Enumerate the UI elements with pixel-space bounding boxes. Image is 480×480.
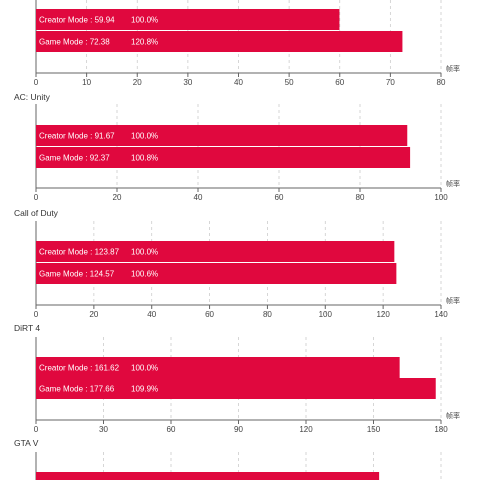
bar-percent: 109.9% bbox=[131, 385, 158, 394]
tick-label: 120 bbox=[299, 425, 313, 434]
chart-title: DiRT 4 bbox=[14, 323, 40, 333]
tick-label: 0 bbox=[34, 193, 39, 202]
tick-label: 0 bbox=[34, 425, 39, 434]
tick-label: 30 bbox=[183, 78, 192, 87]
bar-label: Creator Mode : 161.62 bbox=[39, 364, 120, 373]
tick-label: 60 bbox=[167, 425, 176, 434]
bar-label: Creator Mode : 59.94 bbox=[39, 16, 115, 25]
bar bbox=[36, 357, 400, 378]
tick-label: 0 bbox=[34, 310, 39, 319]
tick-label: 20 bbox=[89, 310, 98, 319]
bar-percent: 100.6% bbox=[131, 270, 158, 279]
bar-label: Game Mode : 177.66 bbox=[39, 385, 115, 394]
bar bbox=[36, 147, 411, 168]
tick-label: 60 bbox=[275, 193, 284, 202]
x-unit-label: 帧率 bbox=[446, 179, 460, 188]
tick-label: 70 bbox=[386, 78, 395, 87]
chart-title: Call of Duty bbox=[14, 208, 59, 218]
bar bbox=[36, 31, 403, 52]
tick-label: 40 bbox=[194, 193, 203, 202]
tick-label: 20 bbox=[133, 78, 142, 87]
tick-label: 20 bbox=[113, 193, 122, 202]
bar bbox=[36, 125, 408, 146]
x-unit-label: 帧率 bbox=[446, 64, 460, 73]
bar-label: Game Mode : 124.57 bbox=[39, 270, 115, 279]
bar-percent: 100.0% bbox=[131, 16, 158, 25]
tick-label: 30 bbox=[99, 425, 108, 434]
bar bbox=[36, 378, 436, 399]
tick-label: 0 bbox=[34, 78, 39, 87]
chart-title: AC: Unity bbox=[14, 92, 51, 102]
bar bbox=[36, 263, 397, 284]
tick-label: 80 bbox=[437, 78, 446, 87]
tick-label: 120 bbox=[376, 310, 390, 319]
bar bbox=[36, 472, 380, 480]
bar-label: Game Mode : 72.38 bbox=[39, 38, 110, 47]
bar-percent: 100.0% bbox=[131, 364, 158, 373]
bar-percent: 100.0% bbox=[131, 132, 158, 141]
tick-label: 100 bbox=[434, 193, 448, 202]
tick-label: 50 bbox=[285, 78, 294, 87]
tick-label: 150 bbox=[367, 425, 381, 434]
bar bbox=[36, 9, 340, 30]
bar-label: Creator Mode : 91.67 bbox=[39, 132, 115, 141]
tick-label: 100 bbox=[319, 310, 333, 319]
tick-label: 10 bbox=[82, 78, 91, 87]
tick-label: 80 bbox=[356, 193, 365, 202]
tick-label: 180 bbox=[434, 425, 448, 434]
bar-percent: 100.8% bbox=[131, 154, 158, 163]
chart-title: GTA V bbox=[14, 438, 39, 448]
bar bbox=[36, 241, 395, 262]
bar-percent: 100.0% bbox=[131, 248, 158, 257]
tick-label: 80 bbox=[263, 310, 272, 319]
bar-label: Creator Mode : 123.87 bbox=[39, 248, 120, 257]
bar-label: Game Mode : 92.37 bbox=[39, 154, 110, 163]
x-unit-label: 帧率 bbox=[446, 296, 460, 305]
tick-label: 90 bbox=[234, 425, 243, 434]
tick-label: 140 bbox=[434, 310, 448, 319]
tick-label: 60 bbox=[335, 78, 344, 87]
tick-label: 60 bbox=[205, 310, 214, 319]
bar-percent: 120.8% bbox=[131, 38, 158, 47]
x-unit-label: 帧率 bbox=[446, 411, 460, 420]
tick-label: 40 bbox=[234, 78, 243, 87]
tick-label: 40 bbox=[147, 310, 156, 319]
